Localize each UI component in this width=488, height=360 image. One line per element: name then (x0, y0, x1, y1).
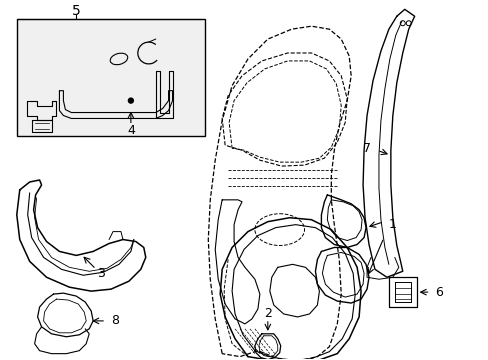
Text: 4: 4 (127, 124, 135, 137)
Ellipse shape (128, 98, 133, 103)
Text: 3: 3 (97, 267, 105, 280)
Text: 5: 5 (72, 4, 81, 18)
Text: 7: 7 (362, 142, 370, 155)
Text: 8: 8 (111, 314, 119, 327)
Bar (17, 19, 205, 136)
Text: 2: 2 (264, 307, 271, 320)
Text: 1: 1 (388, 218, 396, 231)
Text: 6: 6 (435, 285, 443, 299)
